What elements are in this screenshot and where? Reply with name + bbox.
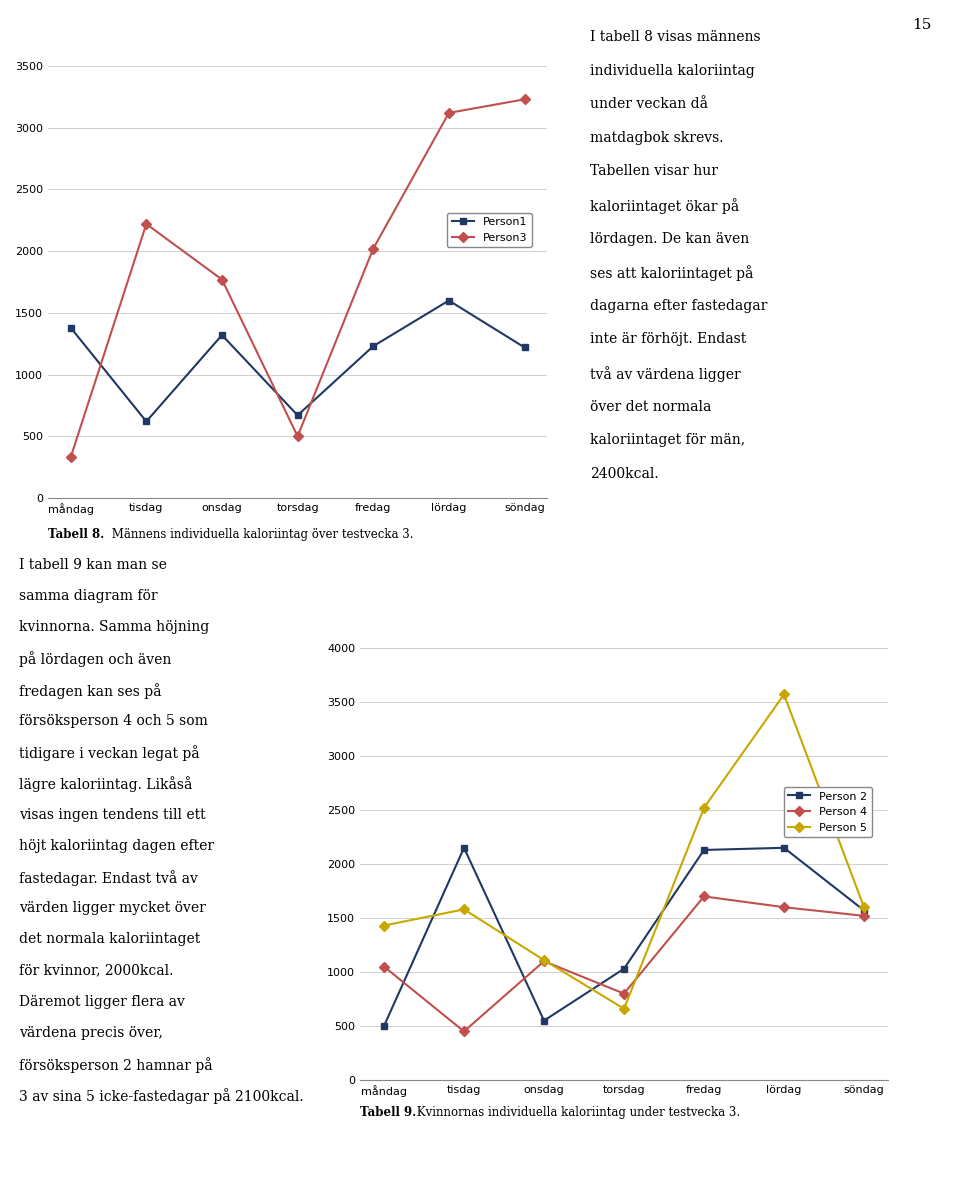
Text: för kvinnor, 2000kcal.: för kvinnor, 2000kcal. bbox=[19, 964, 174, 978]
Person 4 bbox=[618, 986, 630, 1001]
Text: Tabell 9.: Tabell 9. bbox=[360, 1106, 417, 1120]
Person1 bbox=[216, 328, 228, 342]
Person 4 bbox=[698, 889, 709, 904]
Text: det normala kaloriintaget: det normala kaloriintaget bbox=[19, 932, 201, 947]
Person3 bbox=[518, 92, 530, 107]
Text: visas ingen tendens till ett: visas ingen tendens till ett bbox=[19, 808, 205, 822]
Person3 bbox=[444, 106, 455, 120]
Person 2 bbox=[698, 842, 709, 857]
Person3 bbox=[368, 241, 379, 256]
Person 2 bbox=[858, 904, 870, 918]
Text: 15: 15 bbox=[912, 18, 931, 32]
Person1 bbox=[518, 341, 530, 355]
Text: värdena precis över,: värdena precis över, bbox=[19, 1026, 163, 1040]
Legend: Person1, Person3: Person1, Person3 bbox=[447, 212, 532, 247]
Text: försöksperson 4 och 5 som: försöksperson 4 och 5 som bbox=[19, 714, 208, 728]
Text: individuella kaloriintag: individuella kaloriintag bbox=[590, 64, 756, 78]
Text: kvinnorna. Samma höjning: kvinnorna. Samma höjning bbox=[19, 620, 209, 635]
Legend: Person 2, Person 4, Person 5: Person 2, Person 4, Person 5 bbox=[783, 787, 872, 838]
Text: Däremot ligger flera av: Däremot ligger flera av bbox=[19, 995, 185, 1009]
Text: två av värdena ligger: två av värdena ligger bbox=[590, 366, 741, 382]
Person 2 bbox=[618, 961, 630, 976]
Person 4 bbox=[539, 954, 550, 968]
Text: tidigare i veckan legat på: tidigare i veckan legat på bbox=[19, 745, 200, 761]
Person3 bbox=[65, 450, 77, 464]
Text: I tabell 9 kan man se: I tabell 9 kan man se bbox=[19, 558, 167, 572]
Text: över det normala: över det normala bbox=[590, 400, 711, 414]
Text: höjt kaloriintag dagen efter: höjt kaloriintag dagen efter bbox=[19, 839, 214, 853]
Person 4 bbox=[378, 960, 390, 974]
Text: dagarna efter fastedagar: dagarna efter fastedagar bbox=[590, 299, 768, 313]
Person 5 bbox=[458, 902, 469, 917]
Text: fredagen kan ses på: fredagen kan ses på bbox=[19, 683, 161, 698]
Person1 bbox=[368, 338, 379, 353]
Text: fastedagar. Endast två av: fastedagar. Endast två av bbox=[19, 870, 198, 886]
Line: Person1: Person1 bbox=[67, 298, 528, 425]
Text: inte är förhöjt. Endast: inte är förhöjt. Endast bbox=[590, 332, 747, 347]
Person 5 bbox=[378, 918, 390, 932]
Person1 bbox=[65, 320, 77, 335]
Person 5 bbox=[618, 1002, 630, 1016]
Text: samma diagram för: samma diagram för bbox=[19, 589, 157, 604]
Person 2 bbox=[458, 840, 469, 854]
Person 5 bbox=[539, 953, 550, 967]
Text: värden ligger mycket över: värden ligger mycket över bbox=[19, 901, 206, 916]
Text: försöksperson 2 hamnar på: försöksperson 2 hamnar på bbox=[19, 1057, 213, 1073]
Person 4 bbox=[458, 1024, 469, 1038]
Person 4 bbox=[779, 900, 790, 914]
Person3 bbox=[140, 217, 152, 232]
Person3 bbox=[292, 430, 303, 444]
Person 2 bbox=[378, 1019, 390, 1033]
Person1 bbox=[292, 408, 303, 422]
Person 4 bbox=[858, 908, 870, 923]
Text: kaloriintaget för män,: kaloriintaget för män, bbox=[590, 433, 746, 448]
Text: under veckan då: under veckan då bbox=[590, 97, 708, 112]
Text: Tabellen visar hur: Tabellen visar hur bbox=[590, 164, 718, 179]
Text: på lördagen och även: på lördagen och även bbox=[19, 652, 172, 667]
Text: lägre kaloriintag. Likåså: lägre kaloriintag. Likåså bbox=[19, 776, 193, 792]
Text: Tabell 8.: Tabell 8. bbox=[48, 528, 105, 541]
Text: 3 av sina 5 icke-fastedagar på 2100kcal.: 3 av sina 5 icke-fastedagar på 2100kcal. bbox=[19, 1088, 303, 1104]
Line: Person 5: Person 5 bbox=[380, 691, 868, 1012]
Person1 bbox=[444, 293, 455, 307]
Person 2 bbox=[779, 840, 790, 854]
Person 2 bbox=[539, 1013, 550, 1027]
Person 5 bbox=[858, 900, 870, 914]
Person 5 bbox=[779, 688, 790, 702]
Text: Kvinnornas individuella kaloriintag under testvecka 3.: Kvinnornas individuella kaloriintag unde… bbox=[413, 1106, 740, 1120]
Person1 bbox=[140, 414, 152, 428]
Line: Person 4: Person 4 bbox=[380, 893, 868, 1034]
Text: I tabell 8 visas männens: I tabell 8 visas männens bbox=[590, 30, 761, 44]
Person3 bbox=[216, 272, 228, 287]
Line: Person 2: Person 2 bbox=[380, 845, 868, 1030]
Text: kaloriintaget ökar på: kaloriintaget ökar på bbox=[590, 198, 739, 214]
Text: ses att kaloriintaget på: ses att kaloriintaget på bbox=[590, 265, 754, 281]
Text: lördagen. De kan även: lördagen. De kan även bbox=[590, 232, 750, 246]
Text: matdagbok skrevs.: matdagbok skrevs. bbox=[590, 131, 724, 145]
Person 5 bbox=[698, 800, 709, 815]
Line: Person3: Person3 bbox=[67, 96, 528, 461]
Text: 2400kcal.: 2400kcal. bbox=[590, 467, 659, 481]
Text: Männens individuella kaloriintag över testvecka 3.: Männens individuella kaloriintag över te… bbox=[108, 528, 413, 541]
